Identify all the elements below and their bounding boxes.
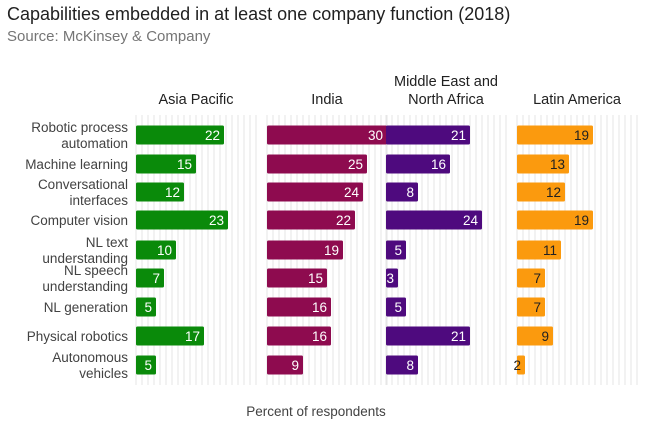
bar-middle-east-and-north-africa [386,355,418,375]
value-label-middle-east-and-north-africa: 5 [394,300,402,315]
bar-middle-east-and-north-africa [386,326,470,346]
value-label-middle-east-and-north-africa: 21 [451,128,466,143]
bar-latin-america [517,240,561,260]
value-label-middle-east-and-north-africa: 8 [406,358,414,373]
value-label-india: 15 [308,271,323,286]
value-label-india: 9 [291,358,299,373]
value-label-india: 22 [336,213,351,228]
x-axis-label: Percent of respondents [246,404,386,419]
value-label-asia-pacific: 15 [177,157,192,172]
bar-india [267,154,367,174]
bar-india [267,240,343,260]
bar-latin-america [517,326,553,346]
category-label-nl-generation: NL generation [44,300,128,315]
value-label-middle-east-and-north-africa: 24 [463,213,479,228]
value-label-india: 30 [368,128,383,143]
value-label-latin-america: 11 [543,243,557,258]
panel-title-latin-america: Latin America [533,92,622,108]
bar-middle-east-and-north-africa [386,268,398,288]
panel-title-asia-pacific: Asia Pacific [159,92,234,108]
bar-asia-pacific [136,297,156,317]
value-label-asia-pacific: 7 [152,271,160,286]
value-label-india: 25 [348,157,363,172]
value-label-latin-america: 7 [533,271,541,286]
category-label-computer-vision: Computer vision [30,213,128,228]
value-label-latin-america: 9 [541,329,549,344]
bar-india [267,297,331,317]
value-label-asia-pacific: 12 [165,185,180,200]
bar-middle-east-and-north-africa [386,182,418,202]
value-label-asia-pacific: 22 [205,128,220,143]
value-label-latin-america: 7 [533,300,541,315]
bar-middle-east-and-north-africa [386,210,482,230]
category-label-robotic-process-automation: Robotic process [31,120,128,135]
bar-india [267,210,355,230]
bar-india [267,268,327,288]
value-label-latin-america: 2 [513,358,521,373]
value-label-asia-pacific: 5 [144,358,152,373]
value-label-middle-east-and-north-africa: 8 [406,185,414,200]
value-label-india: 16 [312,300,327,315]
value-label-latin-america: 19 [574,128,589,143]
bar-middle-east-and-north-africa [386,125,470,145]
panel-title-middle-east-and-north-africa: North Africa [408,92,485,108]
bar-asia-pacific [136,355,156,375]
value-label-middle-east-and-north-africa: 3 [386,271,394,286]
bar-asia-pacific [136,125,224,145]
bar-asia-pacific [136,154,196,174]
bar-latin-america [517,297,545,317]
panel-title-india: India [311,92,343,108]
category-label-physical-robotics: Physical robotics [27,329,129,344]
bar-india [267,125,387,145]
value-label-india: 19 [324,243,339,258]
value-label-asia-pacific: 5 [144,300,152,315]
category-label-nl-text-understanding: NL text [86,235,129,250]
chart-subtitle: Source: McKinsey & Company [7,28,211,45]
value-label-india: 24 [344,185,360,200]
bar-latin-america [517,182,565,202]
category-label-machine-learning: Machine learning [25,157,128,172]
bar-asia-pacific [136,268,164,288]
bar-asia-pacific [136,182,184,202]
bar-india [267,182,363,202]
bar-latin-america [517,268,545,288]
bar-middle-east-and-north-africa [386,297,406,317]
value-label-latin-america: 12 [546,185,561,200]
value-label-asia-pacific: 17 [185,329,200,344]
category-label-autonomous-vehicles: vehicles [79,366,128,381]
bar-latin-america [517,125,593,145]
category-label-autonomous-vehicles: Autonomous [52,350,128,365]
bar-latin-america [517,154,569,174]
panel-title-middle-east-and-north-africa: Middle East and [394,74,498,90]
bar-asia-pacific [136,210,228,230]
value-label-latin-america: 19 [574,213,589,228]
value-label-india: 16 [312,329,327,344]
bar-middle-east-and-north-africa [386,240,406,260]
bar-latin-america [517,210,593,230]
bar-asia-pacific [136,240,176,260]
bar-asia-pacific [136,326,204,346]
value-label-latin-america: 13 [550,157,565,172]
bar-india [267,326,331,346]
bar-middle-east-and-north-africa [386,154,450,174]
value-label-middle-east-and-north-africa: 5 [394,243,402,258]
chart-title: Capabilities embedded in at least one co… [7,4,511,24]
value-label-middle-east-and-north-africa: 21 [451,329,466,344]
category-label-nl-speech-understanding: understanding [42,279,128,294]
category-label-conversational-interfaces: Conversational [38,177,128,192]
value-label-asia-pacific: 23 [209,213,224,228]
value-label-asia-pacific: 10 [157,243,172,258]
category-label-robotic-process-automation: automation [61,136,128,151]
bar-india [267,355,303,375]
category-label-nl-speech-understanding: NL speech [64,263,128,278]
bar-latin-america [517,355,525,375]
category-label-conversational-interfaces: interfaces [69,193,128,208]
value-label-middle-east-and-north-africa: 16 [431,157,446,172]
category-label-nl-text-understanding: understanding [42,251,128,266]
